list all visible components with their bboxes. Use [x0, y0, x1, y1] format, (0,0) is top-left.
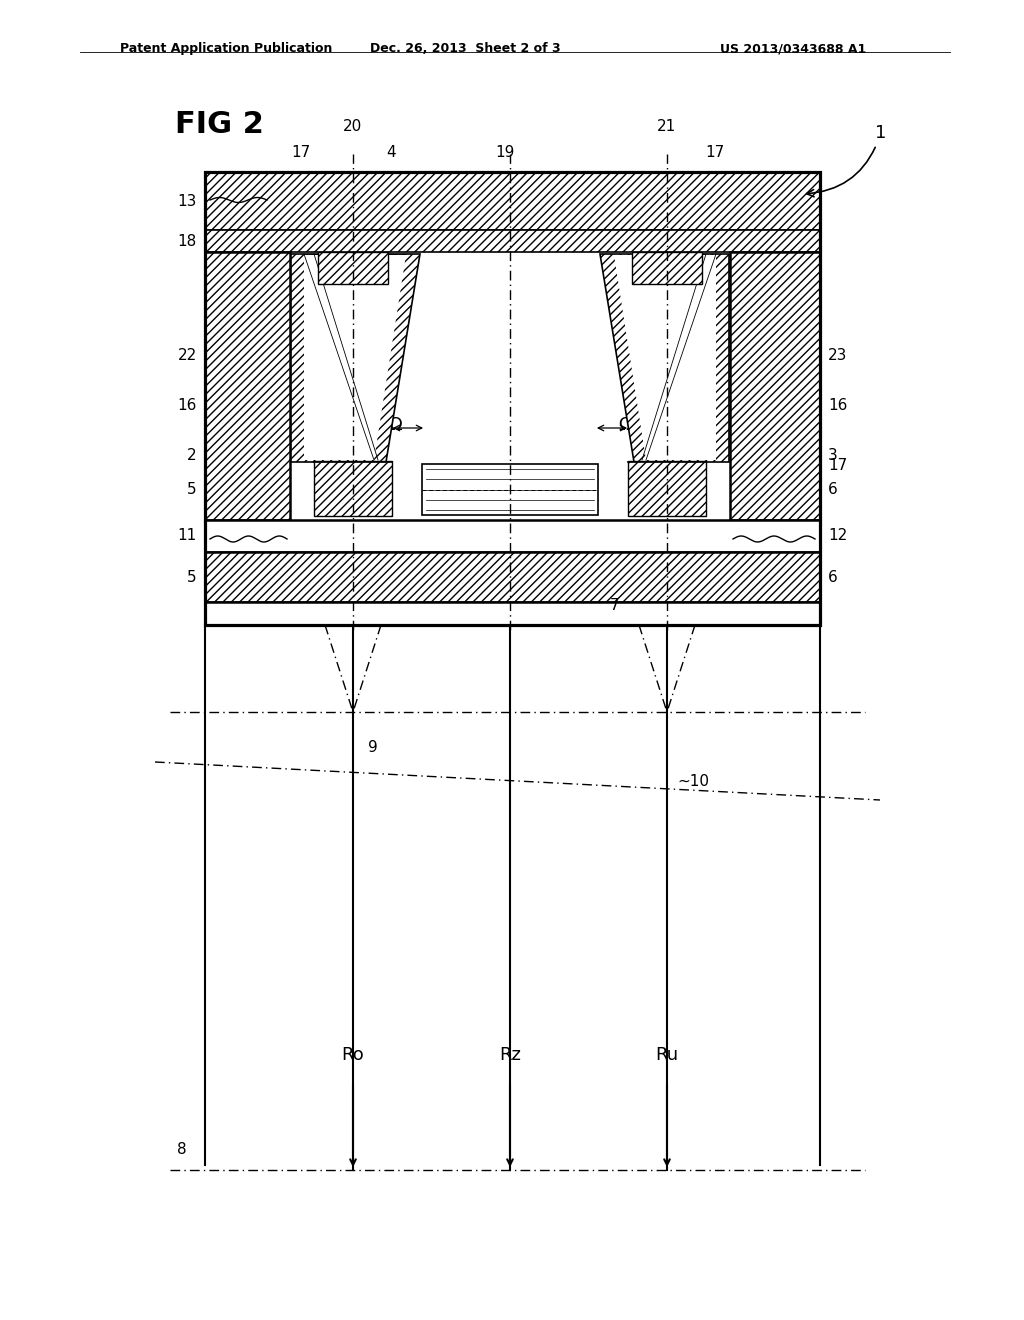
Text: Ω: Ω: [388, 416, 401, 434]
Text: FIG 2: FIG 2: [175, 110, 264, 139]
Polygon shape: [600, 253, 729, 462]
Text: Ru: Ru: [655, 1045, 679, 1064]
Text: δ: δ: [340, 484, 350, 503]
Text: 20: 20: [343, 119, 362, 135]
Text: 2: 2: [187, 449, 197, 463]
Text: 6: 6: [828, 483, 838, 498]
Bar: [205, 552, 820, 602]
Bar: [632, 252, 702, 284]
Text: 12: 12: [828, 528, 847, 544]
Text: 17: 17: [828, 458, 847, 473]
Text: 17: 17: [706, 145, 725, 160]
Text: Dec. 26, 2013  Sheet 2 of 3: Dec. 26, 2013 Sheet 2 of 3: [370, 42, 560, 55]
Text: 21: 21: [657, 119, 677, 135]
Text: 13: 13: [177, 194, 197, 209]
Bar: [205, 602, 820, 624]
Polygon shape: [614, 255, 716, 459]
Text: 3: 3: [828, 449, 838, 463]
Text: Rz: Rz: [499, 1045, 521, 1064]
Polygon shape: [291, 253, 420, 462]
Bar: [628, 461, 706, 516]
Bar: [290, 252, 730, 520]
Text: Patent Application Publication: Patent Application Publication: [120, 42, 333, 55]
Text: 4: 4: [386, 145, 396, 160]
Bar: [314, 461, 392, 516]
Text: 1: 1: [807, 124, 887, 197]
Text: 17: 17: [292, 145, 310, 160]
Text: Ro: Ro: [342, 1045, 365, 1064]
Text: 19: 19: [496, 145, 515, 160]
Bar: [318, 252, 388, 284]
Text: 8: 8: [177, 1143, 187, 1158]
Text: 23: 23: [828, 348, 848, 363]
Text: 16: 16: [177, 399, 197, 413]
Text: 16: 16: [828, 399, 848, 413]
Text: δ: δ: [670, 484, 680, 503]
Text: 6: 6: [828, 569, 838, 585]
Text: 7: 7: [610, 598, 620, 612]
Text: 11: 11: [178, 528, 197, 544]
Text: 5: 5: [187, 569, 197, 585]
Text: Ω: Ω: [618, 416, 632, 434]
Bar: [205, 172, 820, 230]
Bar: [730, 252, 820, 520]
Polygon shape: [304, 255, 406, 459]
Bar: [205, 230, 820, 252]
Bar: [205, 252, 290, 520]
Text: 5: 5: [187, 483, 197, 498]
Bar: [205, 520, 820, 552]
Text: ~10: ~10: [677, 775, 709, 789]
Bar: [422, 465, 598, 515]
Text: 18: 18: [178, 234, 197, 248]
Text: 9: 9: [368, 741, 378, 755]
Text: US 2013/0343688 A1: US 2013/0343688 A1: [720, 42, 866, 55]
Bar: [205, 172, 820, 624]
Text: 22: 22: [178, 348, 197, 363]
